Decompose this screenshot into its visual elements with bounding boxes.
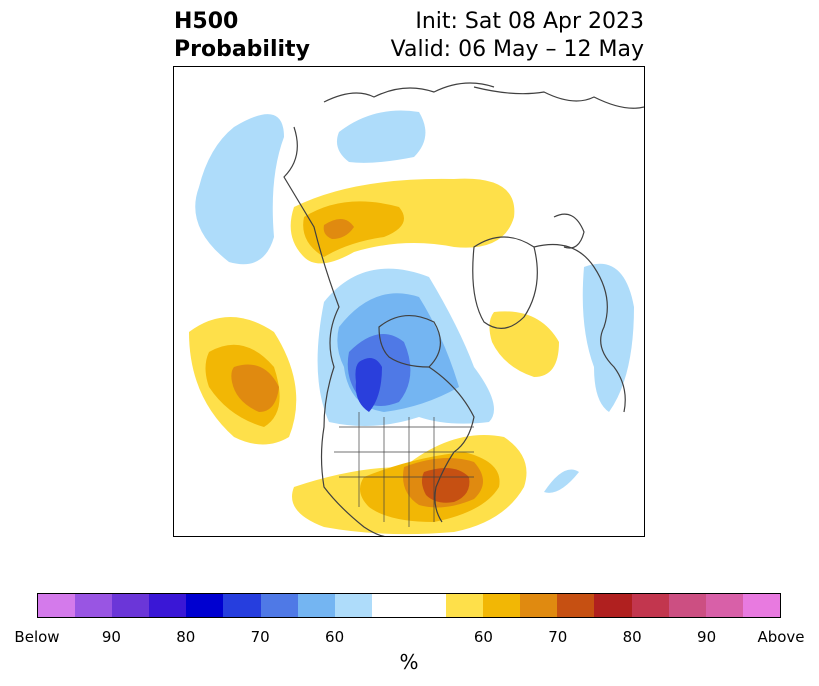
colorbar-swatch — [297, 594, 335, 617]
colorbar-swatch — [223, 594, 261, 617]
below-region-nw-pacific — [195, 114, 284, 265]
below-region-atlantic — [544, 469, 579, 493]
coast-europe — [533, 243, 626, 413]
coast-alaska — [283, 126, 386, 536]
colorbar-swatch — [705, 594, 743, 617]
colorbar-swatch — [149, 594, 187, 617]
colorbar-tick-label: 90 — [697, 628, 717, 646]
probability-map — [173, 66, 645, 537]
below-region-central-deep — [355, 358, 382, 412]
coast-canada-arctic — [323, 82, 495, 103]
valid-range: Valid: 06 May – 12 May — [390, 37, 644, 62]
title-variable: H500 — [174, 9, 239, 34]
title-left: H500 Probability — [174, 8, 310, 64]
colorbar — [37, 593, 781, 618]
colorbar-swatch — [742, 594, 780, 617]
us-state-borders — [334, 412, 474, 527]
colorbar-swatch — [371, 594, 409, 617]
above-region-alaska-canada-mid — [303, 201, 404, 257]
colorbar-tick-label: 60 — [325, 628, 345, 646]
title-right: Init: Sat 08 Apr 2023 Valid: 06 May – 12… — [391, 8, 644, 64]
colorbar-swatch — [594, 594, 632, 617]
colorbar-swatch — [38, 594, 76, 617]
colorbar-tick-label: Above — [757, 628, 805, 646]
map-svg — [189, 82, 644, 536]
colorbar-swatch — [260, 594, 298, 617]
colorbar-tick-label: 90 — [101, 628, 121, 646]
colorbar-tick-label: 80 — [622, 628, 642, 646]
colorbar-swatch — [631, 594, 669, 617]
above-region-atlantic — [489, 311, 559, 377]
colorbar-swatch — [483, 594, 521, 617]
above-normal-areas — [189, 178, 559, 535]
colorbar-swatch — [408, 594, 447, 617]
init-date: Init: Sat 08 Apr 2023 — [415, 9, 644, 34]
title-type: Probability — [174, 37, 310, 62]
colorbar-tick-label: 70 — [250, 628, 270, 646]
colorbar-tick-label: 70 — [548, 628, 568, 646]
above-region-pacific-strong — [231, 364, 279, 412]
colorbar-tick-label: Below — [14, 628, 60, 646]
colorbar-swatch — [557, 594, 595, 617]
colorbar-swatch — [334, 594, 372, 617]
below-region-arctic — [336, 110, 426, 163]
colorbar-swatch — [186, 594, 224, 617]
colorbar-tick-label: 80 — [176, 628, 196, 646]
coast-siberia — [473, 86, 644, 109]
colorbar-swatch — [112, 594, 150, 617]
colorbar-swatch — [520, 594, 558, 617]
below-region-europe — [582, 263, 634, 412]
below-normal-areas — [195, 110, 634, 493]
colorbar-swatch — [75, 594, 113, 617]
coast-greenland — [472, 236, 538, 329]
above-region-alaska-canada-strong — [323, 218, 354, 239]
colorbar-swatch — [446, 594, 484, 617]
colorbar-label: % — [399, 650, 419, 674]
colorbar-tick-label: 60 — [473, 628, 493, 646]
colorbar-swatch — [668, 594, 706, 617]
coast-scandinavia — [553, 213, 585, 249]
